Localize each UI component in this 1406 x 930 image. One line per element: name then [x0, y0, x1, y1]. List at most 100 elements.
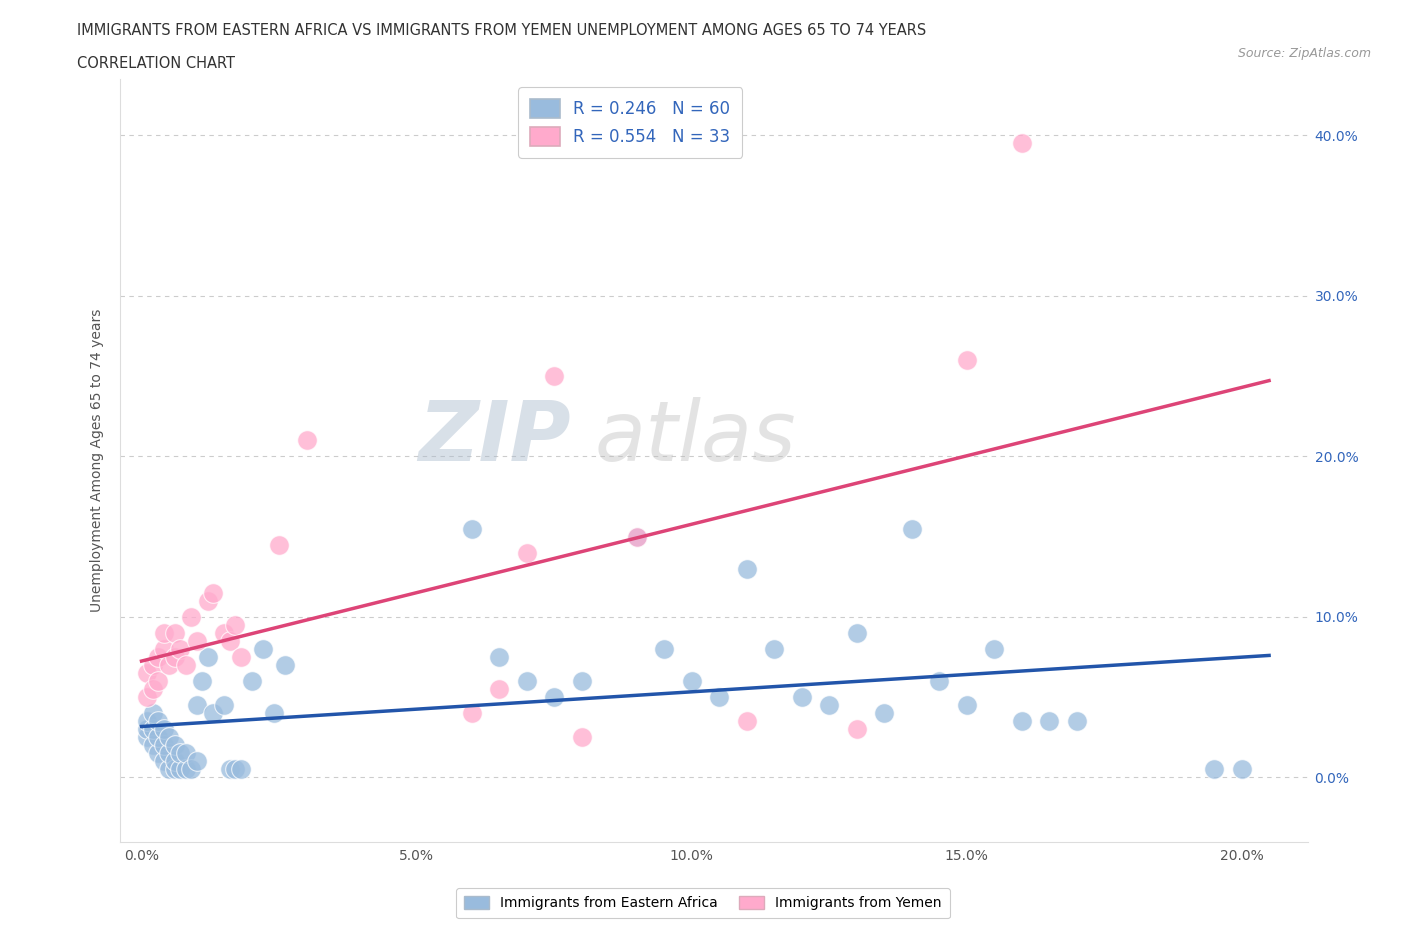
- Point: [136, 714, 159, 729]
- Point: [273, 658, 295, 672]
- Point: [229, 762, 252, 777]
- Point: [146, 746, 169, 761]
- Point: [186, 633, 208, 648]
- Text: Source: ZipAtlas.com: Source: ZipAtlas.com: [1237, 46, 1371, 60]
- Point: [224, 762, 246, 777]
- Point: [163, 626, 186, 641]
- Point: [202, 585, 225, 600]
- Legend: Immigrants from Eastern Africa, Immigrants from Yemen: Immigrants from Eastern Africa, Immigran…: [456, 888, 950, 919]
- Point: [186, 754, 208, 769]
- Point: [873, 706, 896, 721]
- Point: [543, 690, 565, 705]
- Point: [229, 649, 252, 664]
- Point: [571, 673, 593, 688]
- Point: [197, 649, 219, 664]
- Point: [174, 658, 197, 672]
- Point: [460, 521, 482, 536]
- Point: [460, 706, 482, 721]
- Point: [1011, 714, 1033, 729]
- Point: [191, 673, 214, 688]
- Point: [152, 626, 174, 641]
- Point: [141, 706, 163, 721]
- Point: [543, 368, 565, 383]
- Point: [157, 730, 180, 745]
- Text: ZIP: ZIP: [419, 397, 571, 478]
- Text: CORRELATION CHART: CORRELATION CHART: [77, 56, 235, 71]
- Text: IMMIGRANTS FROM EASTERN AFRICA VS IMMIGRANTS FROM YEMEN UNEMPLOYMENT AMONG AGES : IMMIGRANTS FROM EASTERN AFRICA VS IMMIGR…: [77, 23, 927, 38]
- Point: [169, 642, 191, 657]
- Point: [146, 714, 169, 729]
- Point: [146, 649, 169, 664]
- Point: [163, 737, 186, 752]
- Point: [218, 633, 240, 648]
- Point: [186, 698, 208, 712]
- Point: [735, 714, 758, 729]
- Point: [163, 649, 186, 664]
- Point: [141, 722, 163, 737]
- Point: [141, 737, 163, 752]
- Point: [900, 521, 922, 536]
- Point: [163, 762, 186, 777]
- Point: [763, 642, 786, 657]
- Point: [152, 754, 174, 769]
- Point: [152, 642, 174, 657]
- Point: [681, 673, 703, 688]
- Point: [152, 722, 174, 737]
- Point: [263, 706, 285, 721]
- Point: [295, 432, 318, 447]
- Point: [136, 730, 159, 745]
- Point: [267, 538, 290, 552]
- Point: [146, 730, 169, 745]
- Point: [983, 642, 1005, 657]
- Point: [240, 673, 263, 688]
- Point: [212, 626, 235, 641]
- Point: [928, 673, 950, 688]
- Point: [136, 690, 159, 705]
- Point: [174, 746, 197, 761]
- Point: [1066, 714, 1088, 729]
- Point: [845, 626, 868, 641]
- Point: [955, 698, 977, 712]
- Text: atlas: atlas: [595, 397, 796, 478]
- Point: [571, 730, 593, 745]
- Point: [735, 562, 758, 577]
- Point: [252, 642, 274, 657]
- Point: [818, 698, 841, 712]
- Point: [146, 673, 169, 688]
- Point: [157, 658, 180, 672]
- Point: [626, 529, 648, 544]
- Point: [1038, 714, 1060, 729]
- Point: [157, 762, 180, 777]
- Legend: R = 0.246   N = 60, R = 0.554   N = 33: R = 0.246 N = 60, R = 0.554 N = 33: [519, 87, 742, 157]
- Point: [488, 682, 510, 697]
- Point: [163, 754, 186, 769]
- Point: [136, 722, 159, 737]
- Point: [224, 618, 246, 632]
- Point: [707, 690, 730, 705]
- Point: [152, 737, 174, 752]
- Point: [1202, 762, 1225, 777]
- Point: [845, 722, 868, 737]
- Point: [180, 762, 202, 777]
- Point: [515, 545, 537, 560]
- Point: [488, 649, 510, 664]
- Point: [169, 746, 191, 761]
- Point: [169, 762, 191, 777]
- Point: [955, 352, 977, 367]
- Point: [197, 593, 219, 608]
- Point: [790, 690, 813, 705]
- Point: [174, 762, 197, 777]
- Point: [202, 706, 225, 721]
- Point: [141, 682, 163, 697]
- Point: [218, 762, 240, 777]
- Point: [515, 673, 537, 688]
- Y-axis label: Unemployment Among Ages 65 to 74 years: Unemployment Among Ages 65 to 74 years: [90, 309, 104, 612]
- Point: [626, 529, 648, 544]
- Point: [1230, 762, 1253, 777]
- Point: [652, 642, 675, 657]
- Point: [136, 666, 159, 681]
- Point: [141, 658, 163, 672]
- Point: [1011, 136, 1033, 151]
- Point: [212, 698, 235, 712]
- Point: [157, 746, 180, 761]
